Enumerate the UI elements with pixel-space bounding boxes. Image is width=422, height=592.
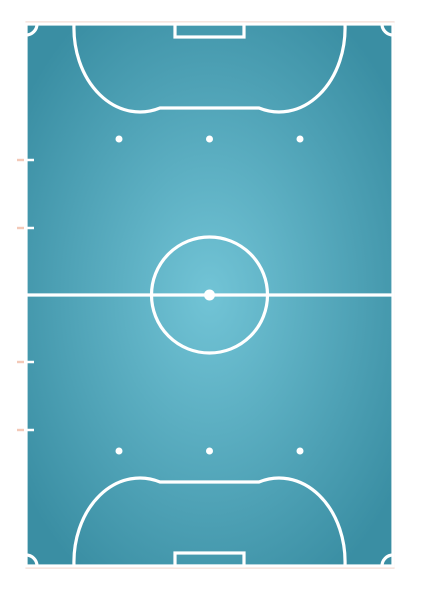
- spot-bottom-right: [296, 447, 304, 455]
- penalty-spots-bottom: [115, 447, 304, 455]
- penalty-area-top: [72, 23, 347, 114]
- corner-arc-top-left: [25, 23, 39, 37]
- spot-top-left: [115, 135, 123, 143]
- center-circle: [149, 235, 270, 355]
- goal-top: [173, 22, 246, 39]
- spot-bottom-center: [206, 447, 213, 455]
- corner-arc-bottom-right: [380, 553, 394, 567]
- spot-top-right: [296, 135, 304, 143]
- corner-arc-bottom-left: [25, 553, 39, 567]
- penalty-area-bottom: [72, 476, 347, 567]
- corner-arc-top-right: [380, 23, 394, 37]
- center-spot: [204, 289, 215, 301]
- penalty-spots-top: [115, 135, 304, 143]
- spot-top-center: [206, 135, 213, 143]
- spot-bottom-left: [115, 447, 123, 455]
- substitution-marks: [17, 158, 34, 432]
- goal-bottom: [173, 551, 246, 568]
